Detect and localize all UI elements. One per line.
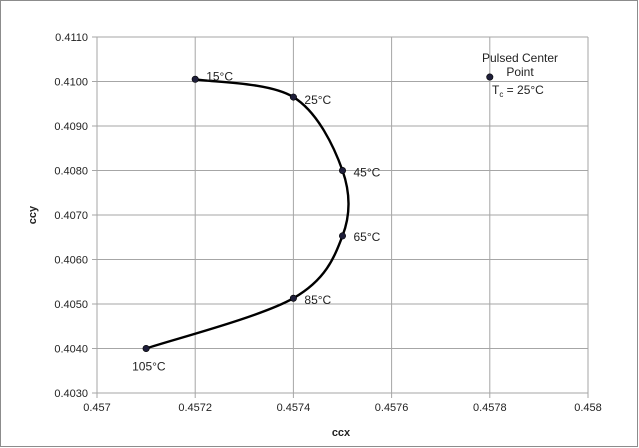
- data-point: [338, 232, 346, 240]
- y-tick-label: 0.4100: [54, 77, 88, 89]
- x-tick-label: 0.458: [574, 402, 602, 414]
- x-axis-title: ccx: [332, 427, 351, 439]
- annotation-t-subscript: c: [499, 90, 503, 99]
- y-tick-label: 0.4080: [54, 166, 88, 178]
- y-tick-label: 0.4060: [54, 255, 88, 267]
- y-tick-label: 0.4050: [54, 299, 88, 311]
- gridlines: [92, 36, 589, 398]
- tick-labels: 0.457 0.4572 0.4574 0.4576 0.4578 0.458 0.4030…: [54, 32, 601, 414]
- annotation-line2: Point: [506, 65, 534, 79]
- data-points: 15°C 25°C 45°C 65°C 85°C 105°C: [132, 69, 494, 374]
- x-tick-label: 0.4574: [277, 402, 311, 414]
- x-tick-label: 0.4576: [375, 402, 409, 414]
- point-label: 45°C: [354, 166, 381, 180]
- y-tick-label: 0.4040: [54, 344, 88, 356]
- data-point: [338, 167, 346, 175]
- data-point: [289, 93, 297, 101]
- series-curve: [145, 78, 350, 350]
- y-axis-title: ccy: [27, 205, 39, 224]
- y-tick-label: 0.4030: [54, 388, 88, 400]
- annotation-t-symbol: T: [492, 83, 500, 97]
- annotation-line1: Pulsed Center: [482, 51, 558, 65]
- y-tick-label: 0.4090: [54, 121, 88, 133]
- pulsed-center-point: [486, 73, 494, 81]
- point-label: 65°C: [354, 230, 381, 244]
- point-label: 85°C: [304, 293, 331, 307]
- annotation-line3: Tc = 25°C: [492, 83, 544, 99]
- data-point: [289, 294, 297, 302]
- y-tick-label: 0.4070: [54, 210, 88, 222]
- x-tick-label: 0.4578: [473, 402, 507, 414]
- x-tick-label: 0.457: [83, 402, 111, 414]
- point-label: 15°C: [206, 69, 233, 83]
- annotation: Pulsed Center Point Tc = 25°C: [482, 51, 558, 99]
- annotation-t-value: = 25°C: [503, 83, 544, 97]
- point-label: 105°C: [132, 360, 166, 374]
- data-point: [191, 75, 199, 83]
- data-point: [142, 344, 150, 352]
- x-tick-label: 0.4572: [178, 402, 212, 414]
- point-label: 25°C: [304, 93, 331, 107]
- y-tick-label: 0.4110: [55, 32, 88, 44]
